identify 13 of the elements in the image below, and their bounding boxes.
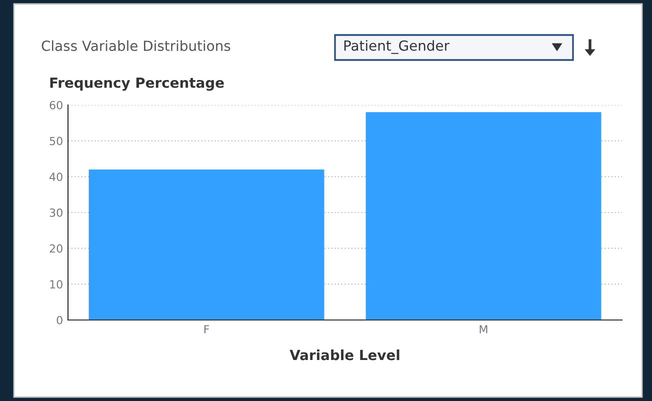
y-tick-label: 20 xyxy=(50,244,62,253)
y-tick-label: 0 xyxy=(56,316,62,324)
y-tick-label: 40 xyxy=(50,172,62,182)
x-tick-label: M xyxy=(480,325,488,334)
chart-subtitle: Patient_Gender xyxy=(344,40,450,54)
y-axis-title: Frequency Percentage xyxy=(50,78,224,91)
x-axis-title: Variable Level xyxy=(290,350,400,360)
y-tick-label: 10 xyxy=(50,280,62,289)
y-tick-label: 50 xyxy=(50,136,62,146)
chart-title: Class Variable Distributions xyxy=(42,40,230,52)
y-tick-label: 60 xyxy=(50,100,62,110)
x-tick-label: F xyxy=(204,325,210,334)
y-tick-label: 30 xyxy=(50,208,62,217)
